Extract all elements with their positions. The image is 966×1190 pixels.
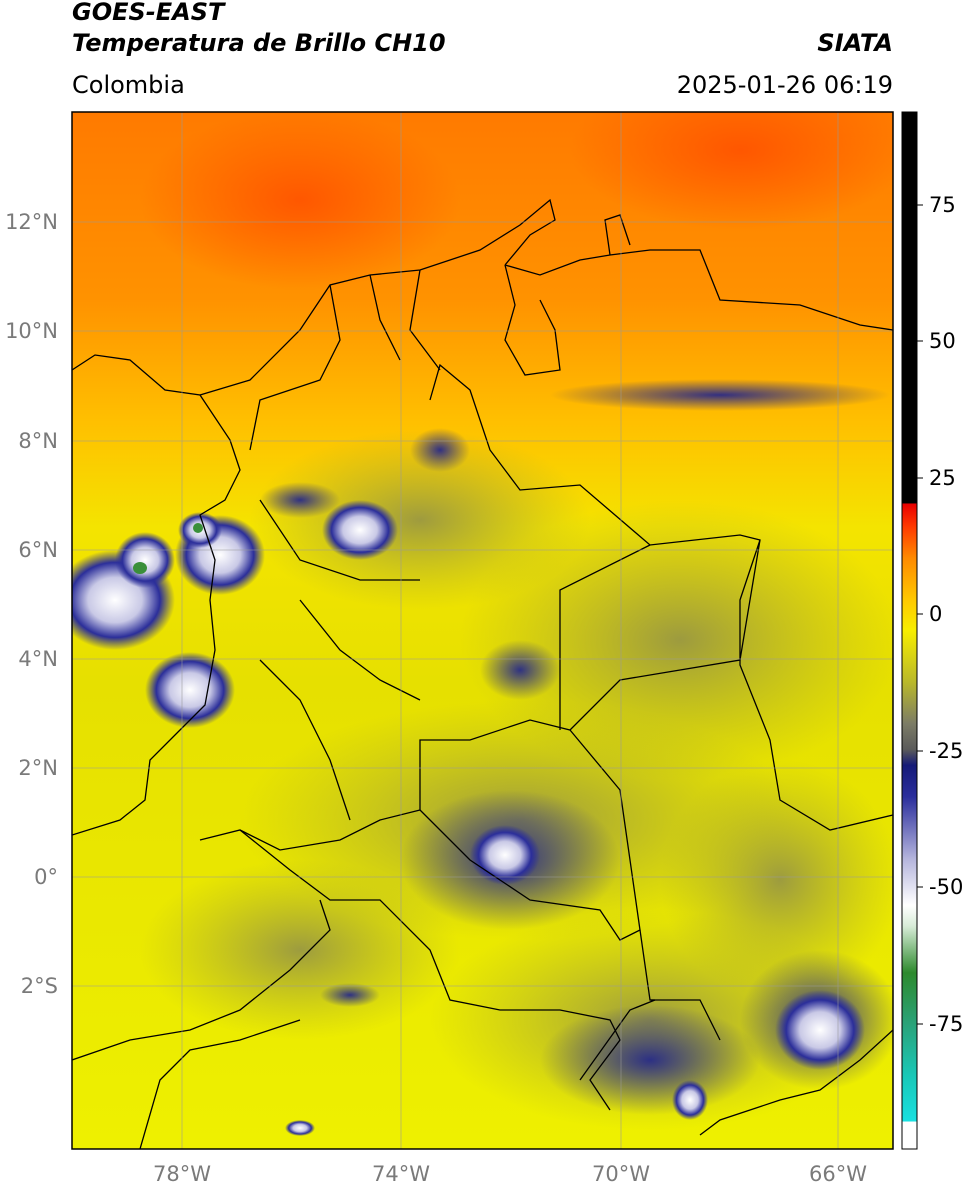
lat-tick-label: 10°N bbox=[5, 319, 58, 343]
lat-tick-labels: 12°N 10°N 8°N 6°N 4°N 2°N 0° 2°S bbox=[5, 210, 58, 998]
lat-tick-label: 12°N bbox=[5, 210, 58, 234]
graticule bbox=[72, 112, 893, 1149]
lon-tick-label: 70°W bbox=[592, 1162, 650, 1186]
lat-tick-label: 6°N bbox=[18, 538, 58, 562]
lat-tick-label: 0° bbox=[34, 865, 58, 889]
colorbar-tick-label: -75 bbox=[929, 1012, 963, 1036]
colorbar-tick-label: -50 bbox=[929, 875, 963, 899]
lon-tick-label: 66°W bbox=[809, 1162, 867, 1186]
colorbar-tick-label: 50 bbox=[929, 329, 956, 353]
colorbar: 75 50 25 0 -25 -50 -75 bbox=[901, 111, 963, 1150]
satellite-title: GOES-EAST bbox=[72, 0, 225, 26]
colorbar-tick-label: 75 bbox=[929, 193, 956, 217]
colorbar-ramp bbox=[901, 111, 918, 1150]
lat-tick-label: 2°S bbox=[21, 974, 58, 998]
product-title: Temperatura de Brillo CH10 bbox=[72, 29, 446, 57]
lat-tick-label: 2°N bbox=[18, 756, 58, 780]
brand-label: SIATA bbox=[817, 29, 893, 57]
lon-tick-label: 78°W bbox=[153, 1162, 211, 1186]
colorbar-tick-label: -25 bbox=[929, 739, 963, 763]
lon-tick-label: 74°W bbox=[372, 1162, 430, 1186]
boundaries bbox=[72, 198, 893, 1149]
brightness-temperature-field bbox=[72, 112, 893, 1149]
map-frame bbox=[71, 111, 894, 1150]
timestamp-label: 2025-01-26 06:19 bbox=[676, 71, 893, 99]
lat-tick-label: 4°N bbox=[18, 647, 58, 671]
lat-tick-label: 8°N bbox=[18, 429, 58, 453]
colorbar-tick-label: 0 bbox=[929, 602, 942, 626]
colorbar-tick-label: 25 bbox=[929, 466, 956, 490]
region-label: Colombia bbox=[72, 71, 185, 99]
lon-tick-labels: 78°W 74°W 70°W 66°W bbox=[153, 1162, 867, 1186]
